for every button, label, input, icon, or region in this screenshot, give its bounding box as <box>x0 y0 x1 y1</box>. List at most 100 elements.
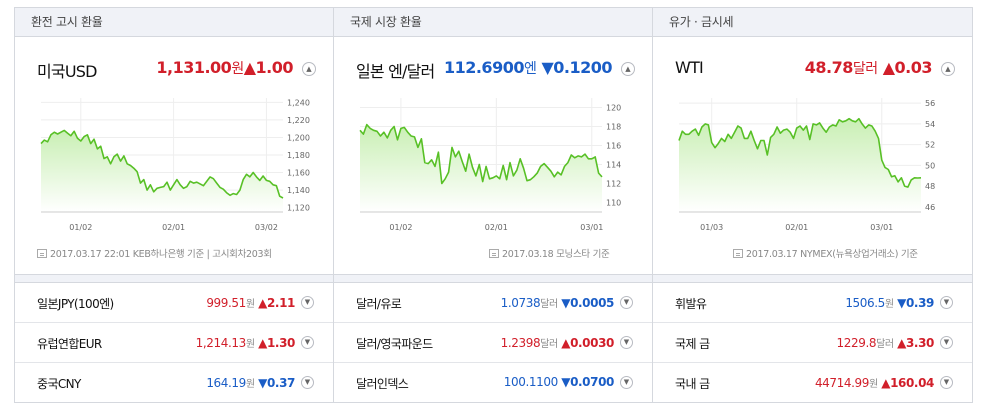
main-quote-name[interactable]: WTI <box>675 58 704 77</box>
divider <box>334 274 652 283</box>
item-change: 0.0030 <box>570 336 614 350</box>
list-item[interactable]: 국내 금 44714.99원 ▲160.04 ▼ <box>653 363 972 403</box>
main-quote-value: 1,131.00원▲1.00 <box>156 58 293 78</box>
item-change: 160.04 <box>890 376 934 390</box>
chevron-down-icon[interactable]: ▼ <box>620 336 633 349</box>
item-name: 휘발유 <box>675 297 707 311</box>
panel-title[interactable]: 환전 고시 환율 <box>15 8 333 37</box>
main-quote[interactable]: 일본 엔/달러 112.6900엔 ▼0.1200 ▲ <box>334 48 652 88</box>
chevron-down-icon[interactable]: ▼ <box>940 336 953 349</box>
jpy-usd-chart: 110 112 114 116 118 120 01/02 02/01 03/01 <box>359 98 621 232</box>
item-name: 달러/유로 <box>356 297 402 311</box>
y-tick-label: 52 <box>925 141 935 150</box>
chevron-up-icon[interactable]: ▲ <box>621 62 635 76</box>
down-arrow-icon: ▼ <box>258 376 267 390</box>
down-arrow-icon: ▼ <box>541 58 554 77</box>
item-value: 1229.8 <box>836 336 877 350</box>
x-tick-label: 03/01 <box>580 223 603 232</box>
item-value: 1,214.13 <box>195 336 247 350</box>
chevron-up-icon[interactable]: ▲ <box>302 62 316 76</box>
list-item[interactable]: 달러/영국파운드 1.2398달러 ▲0.0030 ▼ <box>334 323 652 363</box>
panel-title[interactable]: 국제 시장 환율 <box>334 8 652 37</box>
item-value: 1.0738 <box>500 296 541 310</box>
item-name: 국내 금 <box>675 377 710 391</box>
item-change: 0.0700 <box>570 375 614 389</box>
item-value: 1506.5 <box>845 296 885 310</box>
chevron-down-icon[interactable]: ▼ <box>301 336 314 349</box>
y-tick-label: 114 <box>606 161 621 170</box>
list-item[interactable]: 일본JPY(100엔) 999.51원 ▲2.11 ▼ <box>15 283 333 323</box>
main-value: 48.78 <box>804 58 854 77</box>
up-arrow-icon: ▲ <box>258 336 267 350</box>
item-change: 3.30 <box>905 336 934 350</box>
item-unit: 달러 <box>540 339 558 350</box>
y-tick-label: 116 <box>606 142 621 151</box>
item-name: 일본JPY(100엔) <box>37 297 114 311</box>
series-line <box>678 117 922 188</box>
y-tick-label: 110 <box>606 199 621 208</box>
chevron-down-icon[interactable]: ▼ <box>301 296 314 309</box>
main-quote-value: 48.78달러 ▲0.03 <box>804 58 933 78</box>
list-item[interactable]: 달러인덱스 100.1100 ▼0.0700 ▼ <box>334 363 652 403</box>
y-tick-label: 48 <box>925 182 935 191</box>
item-change: 2.11 <box>266 296 295 310</box>
chevron-down-icon[interactable]: ▼ <box>940 376 953 389</box>
chevron-down-icon[interactable]: ▼ <box>620 376 633 389</box>
y-tick-label: 56 <box>925 99 935 108</box>
down-arrow-icon: ▼ <box>561 375 571 389</box>
up-arrow-icon: ▲ <box>897 336 906 350</box>
list-item[interactable]: 유럽연합EUR 1,214.13원 ▲1.30 ▼ <box>15 323 333 363</box>
quote-list: 일본JPY(100엔) 999.51원 ▲2.11 ▼ 유럽연합EUR 1,21… <box>15 283 333 403</box>
wti-chart: 46 48 50 52 54 56 01/03 02/01 03/01 <box>678 98 935 232</box>
item-quote: 100.1100 ▼0.0700 <box>504 375 615 389</box>
y-tick-label: 1,120 <box>287 204 310 213</box>
item-quote: 1.2398달러 ▲0.0030 <box>500 335 615 350</box>
panel-title[interactable]: 유가 · 금시세 <box>653 8 972 37</box>
main-value: 1,131.00 <box>156 58 232 77</box>
chevron-down-icon[interactable]: ▼ <box>301 376 314 389</box>
chevron-up-icon[interactable]: ▲ <box>941 62 955 76</box>
source-note: 2017.03.17 NYMEX(뉴욕상업거래소) 기준 <box>733 246 962 260</box>
x-tick-label: 03/01 <box>870 223 893 232</box>
panel-exchange-notice: 환전 고시 환율 미국USD 1,131.00원▲1.00 ▲ 1,120 1,1… <box>14 7 334 403</box>
item-change: 0.37 <box>266 376 295 390</box>
item-quote: 1,214.13원 ▲1.30 <box>195 335 296 350</box>
y-tick-label: 112 <box>606 180 621 189</box>
list-item[interactable]: 달러/유로 1.0738달러 ▼0.0005 ▼ <box>334 283 652 323</box>
source-text: 2017.03.18 모닝스타 기준 <box>502 249 610 260</box>
chevron-down-icon[interactable]: ▼ <box>620 296 633 309</box>
item-quote: 44714.99원 ▲160.04 <box>815 375 934 390</box>
list-item[interactable]: 중국CNY 164.19원 ▼0.37 ▼ <box>15 363 333 403</box>
document-icon <box>733 249 743 258</box>
source-text: 2017.03.17 22:01 KEB하나은행 기준 | 고시회차203회 <box>50 249 272 260</box>
main-value: 112.6900 <box>443 58 525 77</box>
item-value: 1.2398 <box>500 336 541 350</box>
x-tick-label: 02/01 <box>485 223 508 232</box>
series-line <box>359 123 603 185</box>
up-arrow-icon: ▲ <box>882 58 895 77</box>
x-tick-label: 02/01 <box>162 223 185 232</box>
source-text: 2017.03.17 NYMEX(뉴욕상업거래소) 기준 <box>746 249 918 260</box>
item-change: 0.0005 <box>570 296 614 310</box>
item-name: 국제 금 <box>675 337 710 351</box>
y-tick-label: 1,160 <box>287 169 310 178</box>
y-tick-label: 1,200 <box>287 133 310 142</box>
main-quote-name[interactable]: 일본 엔/달러 <box>356 62 435 81</box>
panel-international-rates: 국제 시장 환율 일본 엔/달러 112.6900엔 ▼0.1200 ▲ 110… <box>334 7 653 403</box>
main-change: 0.03 <box>894 58 933 77</box>
divider <box>653 274 972 283</box>
panel-oil-gold: 유가 · 금시세 WTI 48.78달러 ▲0.03 ▲ 46 48 50 52 54 5… <box>653 7 973 403</box>
up-arrow-icon: ▲ <box>243 58 256 77</box>
list-item[interactable]: 휘발유 1506.5원 ▼0.39 ▼ <box>653 283 972 323</box>
item-unit: 원 <box>245 299 255 310</box>
y-tick-label: 1,240 <box>287 98 310 107</box>
main-quote[interactable]: 미국USD 1,131.00원▲1.00 ▲ <box>15 48 333 88</box>
series-area <box>679 118 921 212</box>
item-unit: 원 <box>245 379 255 390</box>
document-icon <box>37 249 47 258</box>
chevron-down-icon[interactable]: ▼ <box>940 296 953 309</box>
main-quote-name[interactable]: 미국USD <box>37 62 97 81</box>
item-change: 1.30 <box>266 336 295 350</box>
list-item[interactable]: 국제 금 1229.8달러 ▲3.30 ▼ <box>653 323 972 363</box>
main-quote[interactable]: WTI 48.78달러 ▲0.03 ▲ <box>653 48 972 88</box>
